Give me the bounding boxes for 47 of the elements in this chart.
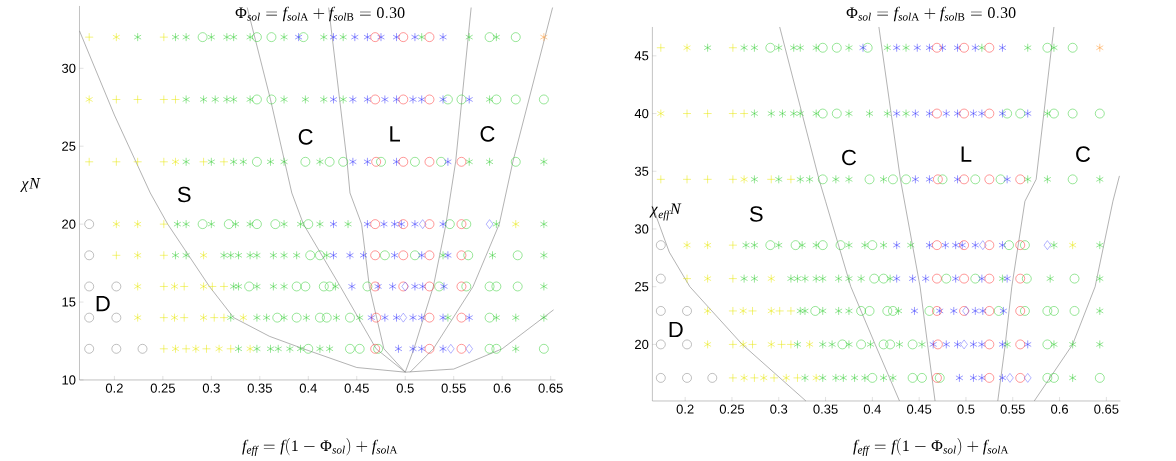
x-tick-label: 0.2 <box>105 383 123 393</box>
x-tick-label: 0.4 <box>863 404 882 414</box>
x-tick-label: 0.25 <box>150 383 175 393</box>
annotation: L <box>390 126 401 142</box>
x-tick-label: 0.3 <box>770 404 788 414</box>
annotation: C <box>1076 146 1091 162</box>
annotation: D <box>669 321 683 338</box>
y-tick-label: 35 <box>634 166 649 176</box>
x-tick-label: 0.6 <box>1051 404 1069 414</box>
y-tick-label: 20 <box>62 219 76 229</box>
x-tick-label: 0.45 <box>907 404 932 414</box>
chart-title: $\Phi_{sol} = f_{sol\mathrm{A}} + f_{sol\mathrm{B}} = 0.30$ <box>846 6 1016 22</box>
annotation: C <box>842 149 857 166</box>
x-tick-label: 0.35 <box>247 383 272 393</box>
annotation: D <box>96 296 110 312</box>
x-tick-label: 0.5 <box>957 404 975 414</box>
x-tick-label: 0.4 <box>299 383 317 393</box>
x-tick-label: 0.2 <box>676 404 694 414</box>
y-tick-label: 25 <box>62 141 76 151</box>
y-tick-label: 45 <box>634 51 649 61</box>
x-tick-label: 0.25 <box>719 404 745 414</box>
y-tick-label: 30 <box>62 63 76 73</box>
x-tick-label: 0.5 <box>396 383 414 393</box>
x-axis-title: $f_{eff} = f(1-\Phi_{sol}) + f_{sol\mathrm{A}}$ <box>242 438 398 456</box>
y-tick-label: 25 <box>635 282 649 292</box>
x-tick-label: 0.65 <box>1094 404 1119 414</box>
x-tick-label: 0.55 <box>1000 404 1025 414</box>
y-tick-label: 30 <box>634 224 649 234</box>
annotation: C <box>298 129 313 145</box>
x-tick-label: 0.55 <box>441 383 466 393</box>
annotation: C <box>480 126 495 142</box>
y-tick-label: 20 <box>635 339 649 350</box>
y-tick-label: 15 <box>62 297 76 307</box>
x-tick-label: 0.35 <box>813 404 838 414</box>
chart-title: $\Phi_{sol} = f_{sol\mathrm{A}} + f_{sol\mathrm{B}} = 0.30$ <box>235 6 405 22</box>
y-axis-title: $\chi_{eff} N$ <box>649 203 682 221</box>
y-axis-title: $\chi N$ <box>20 178 41 192</box>
annotation: S <box>749 206 763 222</box>
x-tick-label: 0.6 <box>493 383 511 393</box>
annotation: S <box>177 186 191 203</box>
y-tick-label: 10 <box>62 375 76 385</box>
annotation: L <box>961 146 972 162</box>
x-axis-title: $f_{eff} = f(1-\Phi_{sol}) + f_{sol\mathrm{A}}$ <box>853 438 1009 456</box>
x-tick-label: 0.65 <box>538 383 563 393</box>
y-tick-label: 40 <box>634 108 649 119</box>
x-tick-label: 0.3 <box>202 383 220 393</box>
x-tick-label: 0.45 <box>344 383 369 393</box>
